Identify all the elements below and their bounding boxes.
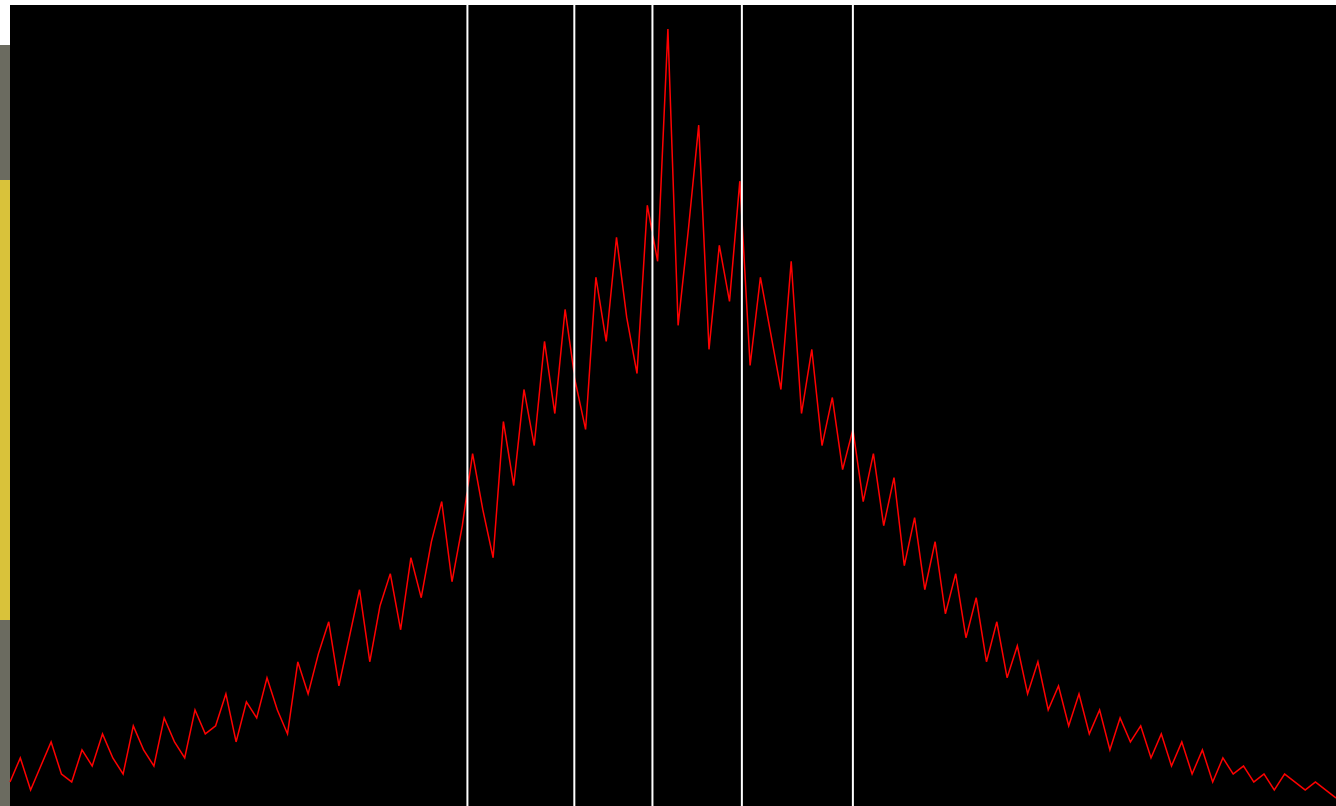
background-window-detail <box>0 180 10 620</box>
page: {"chart_data": {"type": "line", "values"… <box>0 0 1336 806</box>
screen <box>0 0 1336 806</box>
plot-area <box>10 5 1336 806</box>
